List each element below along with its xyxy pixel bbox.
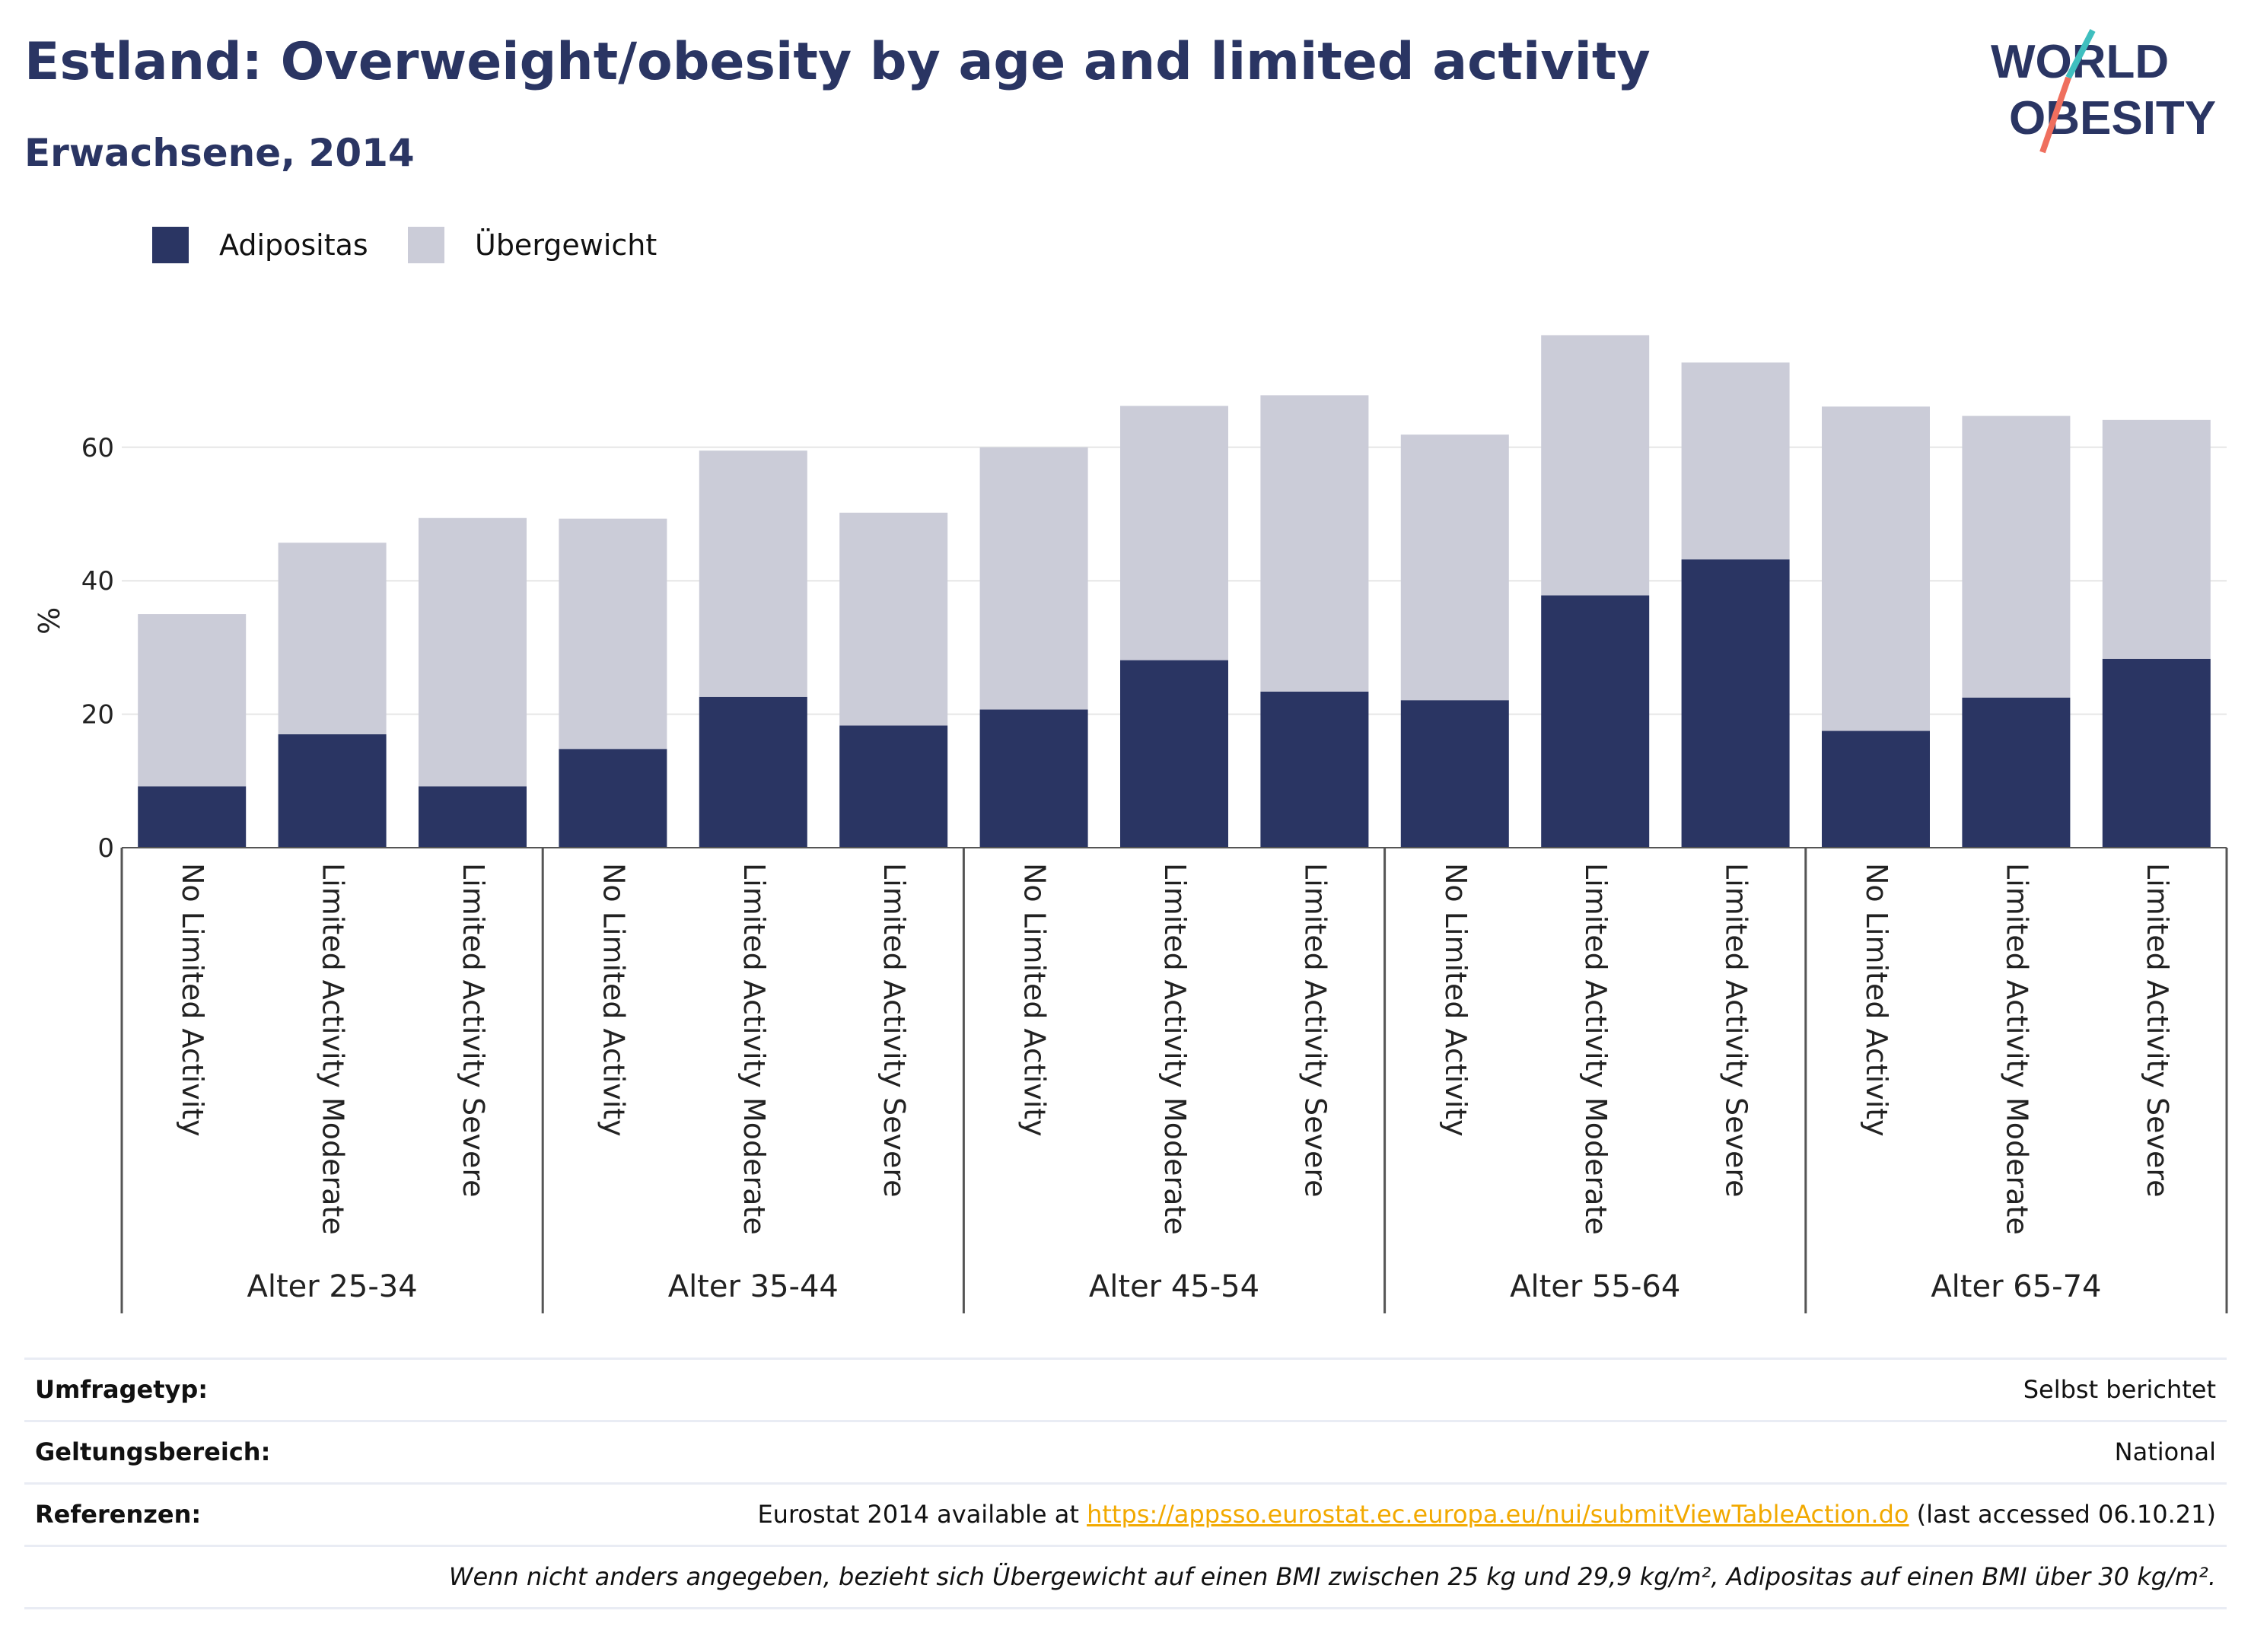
- bar-uebergewicht: [1962, 415, 2071, 698]
- definition-note: Wenn nicht anders angegeben, bezieht sic…: [448, 1562, 2216, 1591]
- bar-adipositas: [1400, 700, 1509, 848]
- y-tick-label: 40: [81, 566, 114, 597]
- bar-adipositas: [138, 786, 247, 848]
- legend-label-adipositas: Adipositas: [219, 228, 368, 262]
- meta-row-survey-type: Umfragetyp: Selbst berichtet: [24, 1358, 2227, 1422]
- bar-uebergewicht: [1400, 434, 1509, 701]
- bar-adipositas: [419, 786, 527, 848]
- stacked-bar-chart: 0 20 40 60% No Limited Activity Limited Activ…: [33, 335, 2228, 1313]
- meta-value-references: Eurostat 2014 available at https://appss…: [757, 1500, 2216, 1529]
- x-category-label: Limited Activity Moderate: [317, 863, 350, 1235]
- x-category-label: Limited Activity Moderate: [1158, 863, 1192, 1235]
- reference-link[interactable]: https://appsso.eurostat.ec.europa.eu/nui…: [1087, 1500, 1909, 1529]
- logo-slash-top: [2065, 29, 2096, 79]
- x-category-label: No Limited Activity: [1439, 863, 1473, 1137]
- bar-uebergewicht: [699, 450, 807, 697]
- bar-uebergewicht: [1822, 406, 1930, 731]
- bar-adipositas: [2102, 658, 2211, 848]
- x-category-label: Limited Activity Severe: [1720, 863, 1753, 1198]
- x-category-label: Limited Activity Moderate: [2000, 863, 2033, 1235]
- meta-key-survey-type: Umfragetyp:: [35, 1375, 209, 1404]
- x-group-label: Alter 25-34: [247, 1269, 418, 1304]
- bar-adipositas: [278, 734, 387, 848]
- bar-uebergewicht: [1260, 395, 1369, 692]
- bar-adipositas: [1822, 731, 1930, 848]
- x-category-label: Limited Activity Severe: [2141, 863, 2174, 1198]
- bar-adipositas: [559, 749, 667, 848]
- x-category-label: Limited Activity Severe: [457, 863, 490, 1198]
- bar-uebergewicht: [138, 614, 247, 787]
- bar-uebergewicht: [419, 517, 527, 787]
- logo-slash-bottom: [2039, 76, 2071, 154]
- legend-swatch-uebergewicht: [408, 227, 444, 263]
- y-tick-label: 20: [81, 700, 114, 731]
- legend-label-uebergewicht: Übergewicht: [475, 228, 657, 262]
- logo-text-obesity: OBESITY: [2009, 92, 2216, 145]
- bar-adipositas: [1120, 660, 1228, 848]
- x-group-label: Alter 65-74: [1931, 1269, 2101, 1304]
- x-category-label: Limited Activity Severe: [877, 863, 911, 1198]
- x-group-label: Alter 55-64: [1510, 1269, 1680, 1304]
- reference-suffix: (last accessed 06.10.21): [1909, 1500, 2216, 1529]
- meta-row-note: Wenn nicht anders angegeben, bezieht sic…: [24, 1545, 2227, 1609]
- x-category-label: No Limited Activity: [597, 863, 630, 1137]
- bar-adipositas: [1681, 559, 1790, 848]
- meta-key-references: Referenzen:: [35, 1500, 202, 1529]
- bar-uebergewicht: [979, 447, 1088, 710]
- bar-adipositas: [1260, 691, 1369, 848]
- bar-adipositas: [979, 709, 1088, 848]
- bar-adipositas: [699, 696, 807, 848]
- bar-uebergewicht: [1541, 335, 1650, 596]
- bar-uebergewicht: [2102, 419, 2211, 659]
- bar-adipositas: [839, 725, 948, 848]
- y-tick-label: 0: [97, 833, 114, 864]
- x-group-label: Alter 35-44: [668, 1269, 839, 1304]
- meta-row-references: Referenzen: Eurostat 2014 available at h…: [24, 1482, 2227, 1547]
- bar-uebergewicht: [839, 512, 948, 726]
- logo-text-world: WORLD: [1991, 36, 2169, 88]
- world-obesity-logo: WORLD OBESITY: [1991, 29, 2216, 154]
- meta-row-coverage: Geltungsbereich: National: [24, 1420, 2227, 1485]
- meta-value-coverage: National: [2114, 1437, 2216, 1466]
- reference-prefix: Eurostat 2014 available at: [757, 1500, 1087, 1529]
- bar-uebergewicht: [278, 543, 387, 734]
- page-title: Estland: Overweight/obesity by age and l…: [24, 32, 1651, 92]
- bar-uebergewicht: [1120, 406, 1228, 660]
- legend-swatch-adipositas: [152, 227, 189, 263]
- y-tick-label: 60: [81, 433, 114, 463]
- meta-bottom-divider: [24, 1607, 2227, 1609]
- meta-key-coverage: Geltungsbereich:: [35, 1437, 271, 1466]
- page-subtitle: Erwachsene, 2014: [24, 131, 415, 175]
- x-category-label: Limited Activity Severe: [1298, 863, 1332, 1198]
- bar-uebergewicht: [559, 518, 667, 750]
- x-category-label: No Limited Activity: [1018, 863, 1052, 1137]
- y-axis-label: %: [33, 607, 66, 635]
- bar-adipositas: [1541, 595, 1650, 848]
- bar-adipositas: [1962, 697, 2071, 848]
- x-category-label: No Limited Activity: [176, 863, 209, 1137]
- bar-uebergewicht: [1681, 362, 1790, 560]
- x-group-label: Alter 45-54: [1089, 1269, 1259, 1304]
- x-category-label: Limited Activity Moderate: [737, 863, 771, 1235]
- x-category-label: Limited Activity Moderate: [1579, 863, 1613, 1235]
- x-category-label: No Limited Activity: [1860, 863, 1893, 1137]
- meta-value-survey-type: Selbst berichtet: [2023, 1375, 2216, 1404]
